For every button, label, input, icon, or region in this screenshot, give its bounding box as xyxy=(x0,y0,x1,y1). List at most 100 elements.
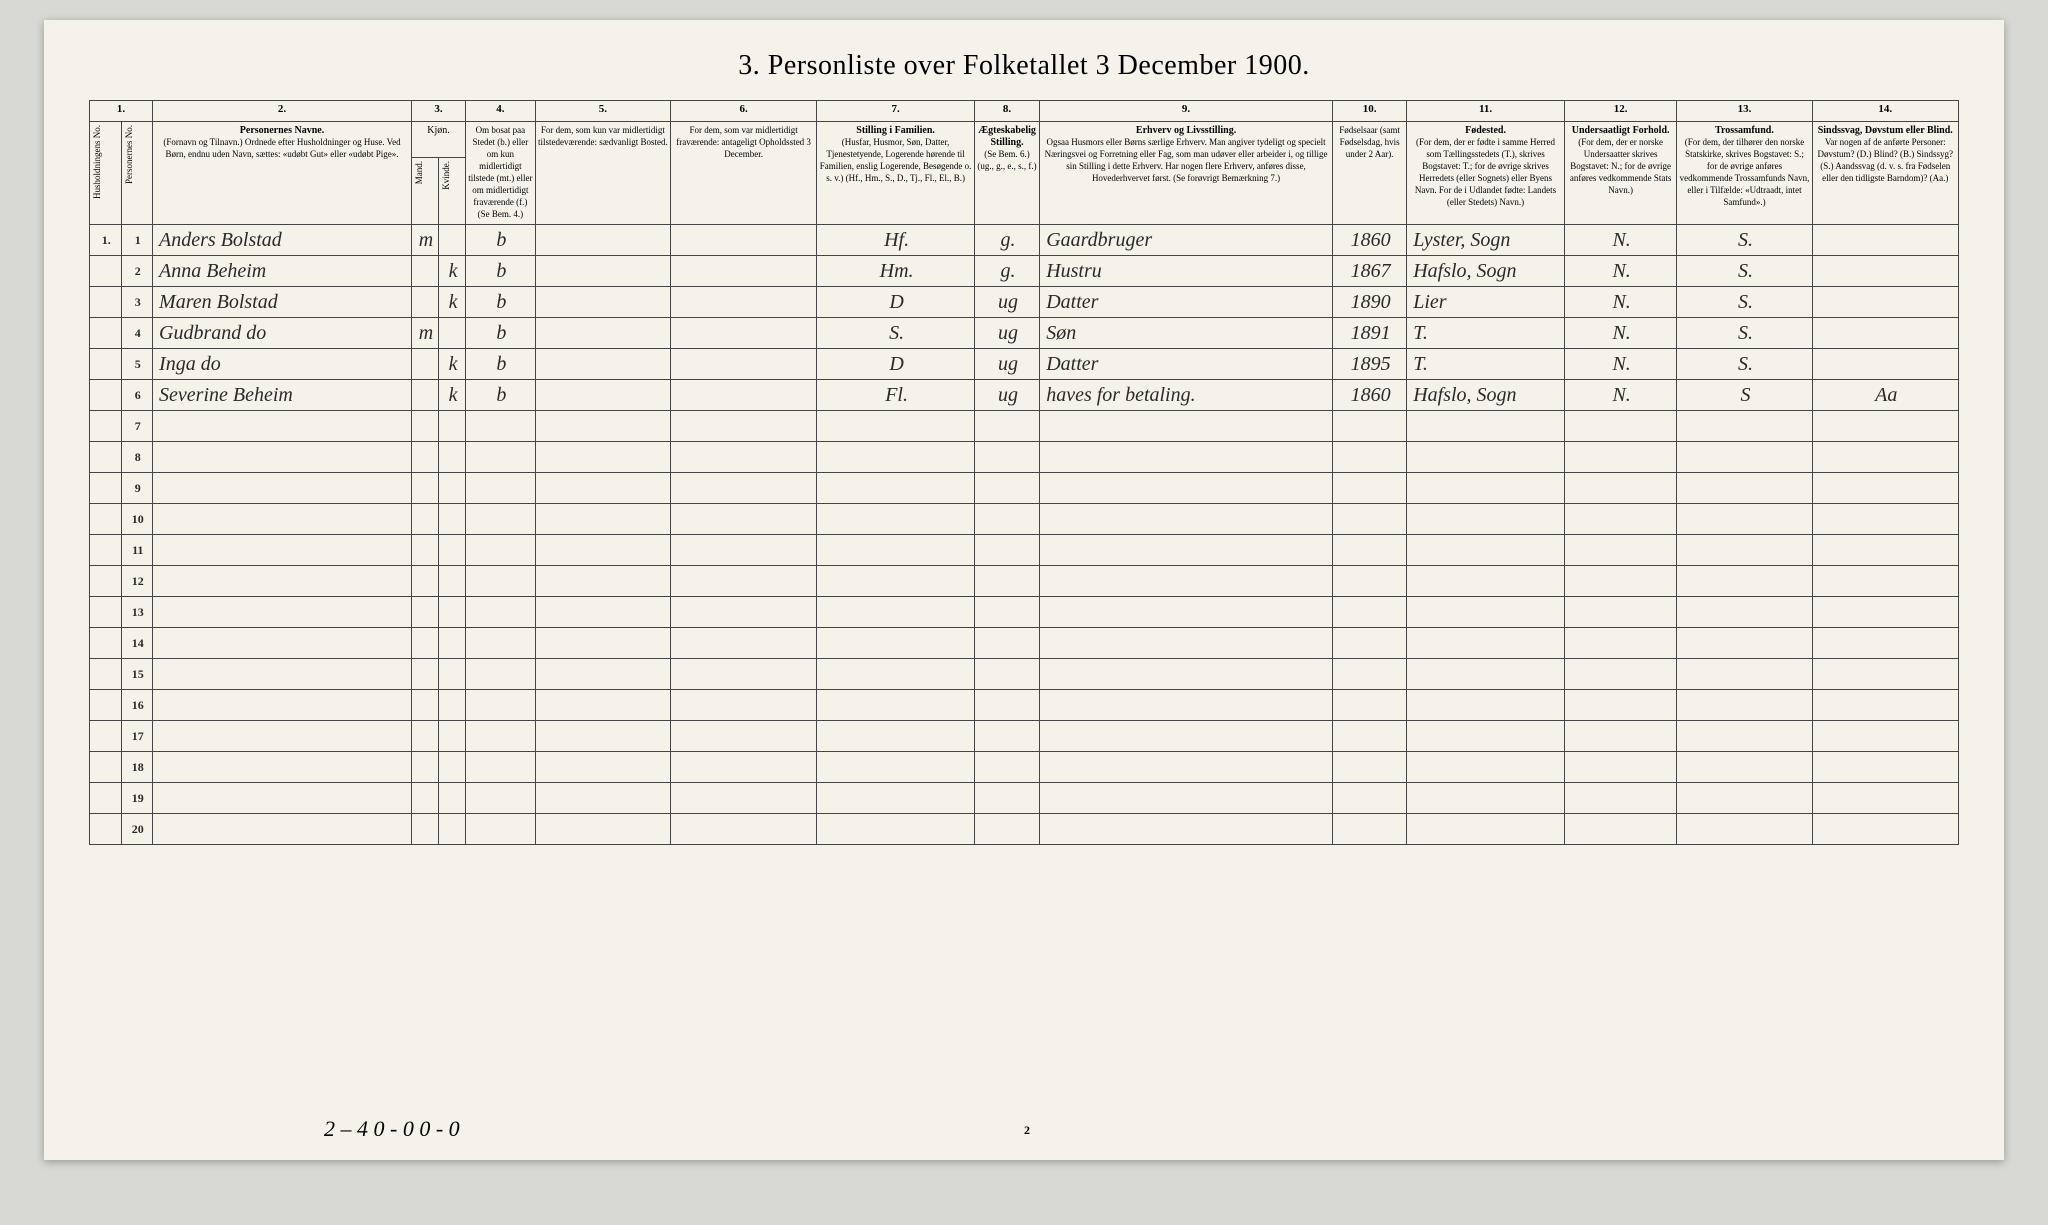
cell-fam: D xyxy=(817,349,975,380)
colnum-6: 6. xyxy=(670,101,816,122)
cell-empty xyxy=(974,597,1039,628)
table-row: 4Gudbrand dombS.ugSøn1891T.N.S. xyxy=(90,318,1959,349)
cell-empty: 12 xyxy=(121,566,153,597)
colnum-1: 1. xyxy=(90,101,153,122)
cell-und: N. xyxy=(1564,380,1677,411)
cell-hh xyxy=(90,380,122,411)
cell-pn: 1 xyxy=(121,225,153,256)
cell-empty xyxy=(1040,752,1333,783)
cell-empty xyxy=(1812,597,1958,628)
cell-und: N. xyxy=(1564,318,1677,349)
cell-empty xyxy=(535,783,670,814)
table-row: 10 xyxy=(90,504,1959,535)
cell-empty xyxy=(90,659,122,690)
cell-pn: 6 xyxy=(121,380,153,411)
cell-k: k xyxy=(439,380,466,411)
table-row: 16 xyxy=(90,690,1959,721)
cell-und: N. xyxy=(1564,287,1677,318)
cell-empty xyxy=(1407,814,1565,845)
cell-erv: Datter xyxy=(1040,287,1333,318)
cell-empty xyxy=(535,628,670,659)
colnum-9: 9. xyxy=(1040,101,1333,122)
cell-empty xyxy=(1564,721,1677,752)
hdr-fodested: Fødested. (For dem, der er fødte i samme… xyxy=(1407,122,1565,225)
cell-empty xyxy=(1407,721,1565,752)
cell-und: N. xyxy=(1564,225,1677,256)
cell-empty xyxy=(535,721,670,752)
cell-empty xyxy=(153,628,412,659)
colnum-5: 5. xyxy=(535,101,670,122)
cell-k: k xyxy=(439,349,466,380)
cell-empty xyxy=(466,566,536,597)
colnum-13: 13. xyxy=(1677,101,1812,122)
colnum-14: 14. xyxy=(1812,101,1958,122)
cell-empty xyxy=(817,504,975,535)
cell-empty xyxy=(411,628,438,659)
cell-ekt: ug xyxy=(974,318,1039,349)
table-row: 1.1Anders BolstadmbHf.g.Gaardbruger1860L… xyxy=(90,225,1959,256)
cell-fst: Lyster, Sogn xyxy=(1407,225,1565,256)
cell-fst: Hafslo, Sogn xyxy=(1407,380,1565,411)
cell-empty xyxy=(974,814,1039,845)
cell-sind xyxy=(1812,349,1958,380)
cell-empty xyxy=(1040,783,1333,814)
cell-empty xyxy=(535,752,670,783)
table-row: 6Severine BeheimkbFl.ughaves for betalin… xyxy=(90,380,1959,411)
cell-empty xyxy=(411,597,438,628)
colnum-4: 4. xyxy=(466,101,536,122)
cell-empty xyxy=(1812,690,1958,721)
hdr-undersaat: Undersaatligt Forhold. (For dem, der er … xyxy=(1564,122,1677,225)
cell-empty xyxy=(153,566,412,597)
cell-pn: 2 xyxy=(121,256,153,287)
cell-sind xyxy=(1812,256,1958,287)
cell-empty xyxy=(411,566,438,597)
cell-name: Inga do xyxy=(153,349,412,380)
cell-empty xyxy=(1407,628,1565,659)
cell-c6 xyxy=(670,318,816,349)
table-row: 18 xyxy=(90,752,1959,783)
cell-empty xyxy=(974,752,1039,783)
footer-note: 2 – 4 0 - 0 0 - 0 xyxy=(324,1116,460,1142)
cell-empty: 17 xyxy=(121,721,153,752)
cell-empty: 18 xyxy=(121,752,153,783)
cell-c5 xyxy=(535,256,670,287)
column-number-row: 1. 2. 3. 4. 5. 6. 7. 8. 9. 10. 11. 12. 1… xyxy=(90,101,1959,122)
cell-erv: Gaardbruger xyxy=(1040,225,1333,256)
cell-empty xyxy=(411,752,438,783)
cell-empty: 11 xyxy=(121,535,153,566)
cell-empty xyxy=(535,814,670,845)
hdr-aar: Fødselsaar (samt Fødselsdag, hvis under … xyxy=(1332,122,1406,225)
cell-hh xyxy=(90,318,122,349)
cell-m: m xyxy=(411,225,438,256)
cell-empty xyxy=(974,411,1039,442)
cell-b: b xyxy=(466,318,536,349)
cell-b: b xyxy=(466,287,536,318)
cell-empty xyxy=(1677,814,1812,845)
cell-ekt: g. xyxy=(974,256,1039,287)
cell-empty xyxy=(153,473,412,504)
hdr-c5: For dem, som kun var midlertidigt tilste… xyxy=(535,122,670,225)
cell-k: k xyxy=(439,256,466,287)
cell-empty xyxy=(817,659,975,690)
colnum-8: 8. xyxy=(974,101,1039,122)
colnum-12: 12. xyxy=(1564,101,1677,122)
cell-empty xyxy=(1677,504,1812,535)
cell-empty xyxy=(1564,628,1677,659)
table-row: 7 xyxy=(90,411,1959,442)
cell-aar: 1890 xyxy=(1332,287,1406,318)
cell-empty xyxy=(439,442,466,473)
cell-empty xyxy=(1812,504,1958,535)
cell-empty xyxy=(466,504,536,535)
table-row: 13 xyxy=(90,597,1959,628)
cell-empty xyxy=(1040,442,1333,473)
cell-empty xyxy=(1677,752,1812,783)
cell-empty xyxy=(1040,504,1333,535)
cell-empty xyxy=(466,535,536,566)
table-row: 14 xyxy=(90,628,1959,659)
cell-empty xyxy=(670,721,816,752)
cell-empty xyxy=(817,814,975,845)
cell-empty xyxy=(1407,659,1565,690)
cell-name: Severine Beheim xyxy=(153,380,412,411)
hdr-hh: Husholdningens No. xyxy=(90,122,122,225)
hdr-sinds: Sindssvag, Døvstum eller Blind. Var noge… xyxy=(1812,122,1958,225)
